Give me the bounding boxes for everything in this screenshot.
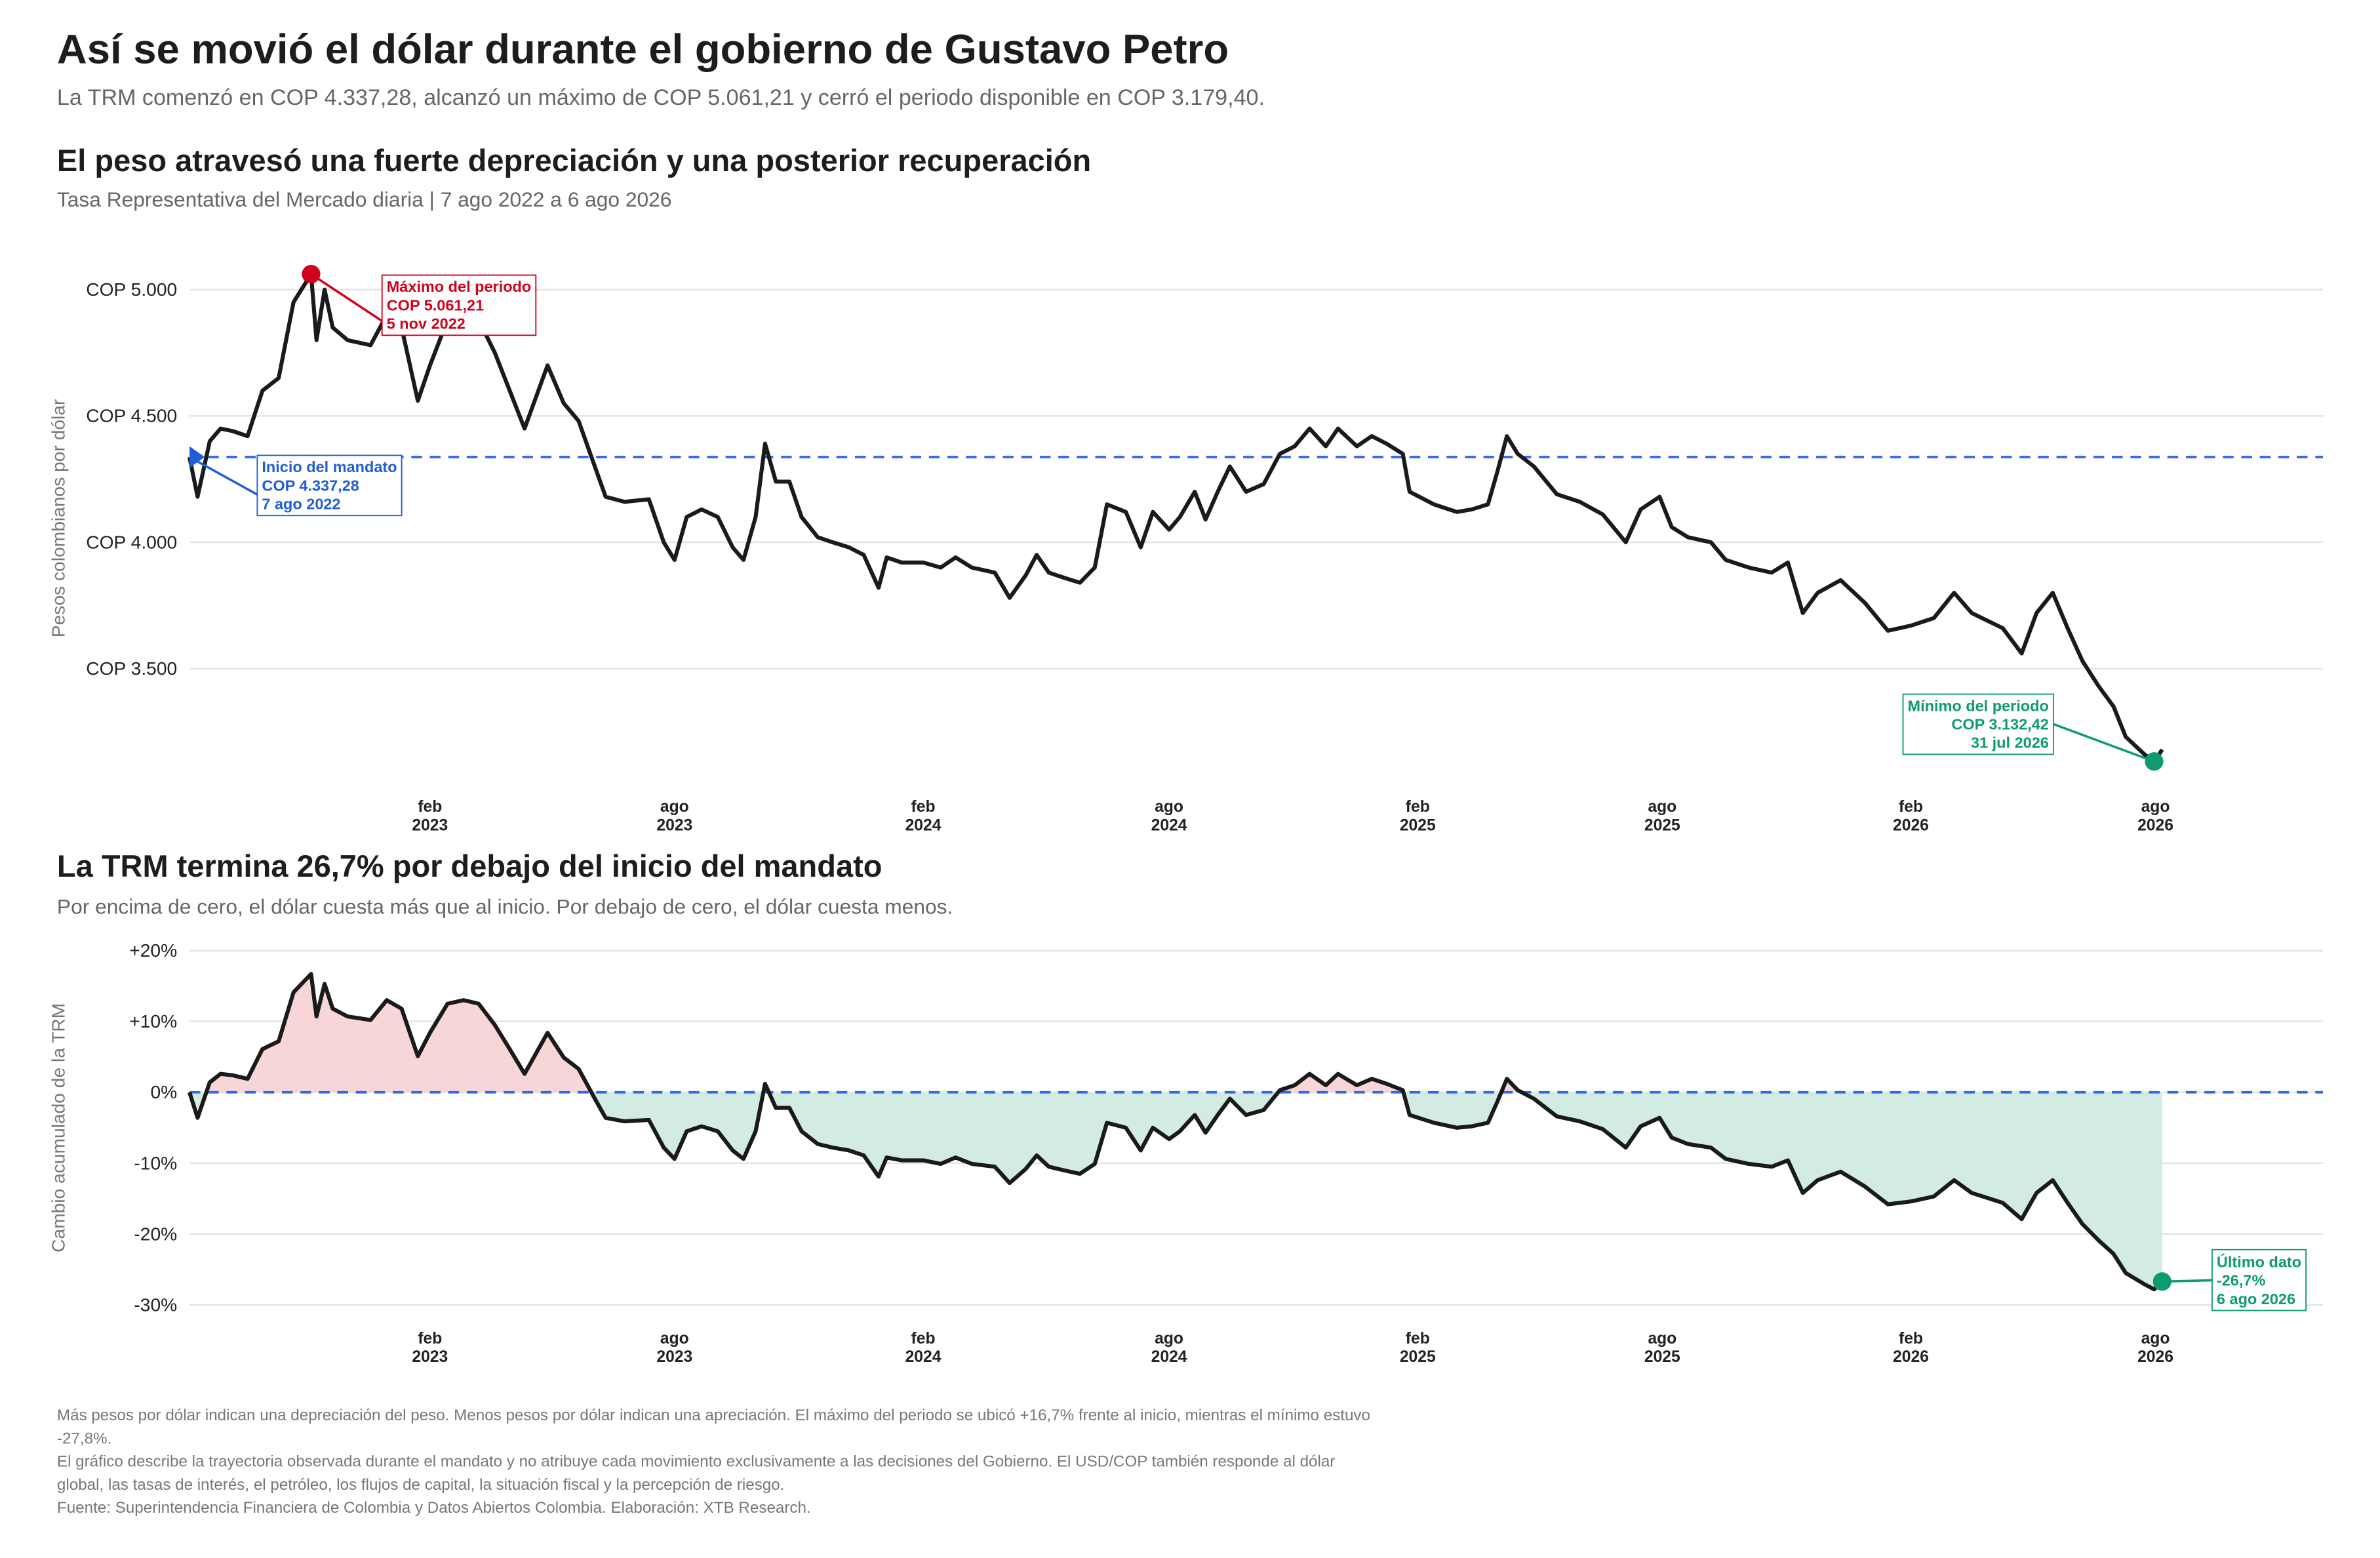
x-tick-label: ago: [2141, 1330, 2170, 1348]
x-tick-label: 2026: [1893, 1348, 1929, 1366]
annotation: Inicio del mandato COP 4.337,28 7 ago 2022: [256, 454, 403, 517]
x-tick-label: 2023: [412, 816, 448, 834]
annotation-marker: [189, 446, 205, 468]
x-tick-label: feb: [418, 1330, 442, 1348]
x-tick-label: 2025: [1644, 816, 1680, 834]
footnote: Más pesos por dólar indican una deprecia…: [56, 1408, 1370, 1448]
area-below: [189, 1092, 2162, 1290]
y-tick-label: +10%: [129, 1010, 177, 1031]
annotation-marker: [302, 264, 321, 284]
annotation: Último dato -26,7%6 ago 2026: [2211, 1248, 2307, 1311]
x-tick-label: ago: [1648, 1330, 1676, 1348]
annotation-box: [381, 274, 537, 336]
x-tick-label: 2026: [1893, 816, 1929, 834]
x-tick-label: ago: [1648, 798, 1676, 816]
y-axis-label: Pesos colombianos por dólar: [48, 399, 69, 638]
y-axis-label: Cambio acumulado de la TRM: [48, 1003, 69, 1252]
annotation-text: COP 5.061,21: [387, 296, 484, 313]
y-tick-label: COP 4.000: [86, 531, 177, 552]
annotation-connector: [189, 456, 258, 496]
annotation-box: [2211, 1248, 2307, 1311]
footnote: Fuente: Superintendencia Financiera de C…: [56, 1500, 811, 1518]
x-tick-label: ago: [660, 1330, 689, 1348]
annotation-connector: [2053, 723, 2155, 763]
x-tick-label: 2025: [1644, 1348, 1680, 1366]
y-tick-label: -30%: [134, 1294, 177, 1315]
x-tick-label: 2023: [656, 816, 692, 834]
y-tick-label: +20%: [129, 940, 177, 961]
x-tick-label: 2023: [656, 1348, 692, 1366]
series-line: [188, 972, 2164, 1292]
y-tick-label: COP 3.500: [86, 658, 177, 679]
annotation-box: [1902, 693, 2054, 755]
annotation-text: Máximo del periodo: [387, 278, 532, 295]
y-tick-label: COP 4.500: [86, 405, 177, 426]
annotation-text: 31 jul 2026: [1971, 734, 2049, 751]
x-tick-label: feb: [1899, 798, 1923, 816]
y-tick-label: -20%: [134, 1223, 177, 1244]
annotation-text: Último dato: [2217, 1252, 2301, 1270]
x-tick-label: 2025: [1400, 816, 1436, 834]
annotation-text: COP 4.337,28: [262, 477, 359, 494]
x-tick-label: 2026: [2137, 816, 2173, 834]
x-tick-label: feb: [911, 798, 936, 816]
x-tick-label: feb: [1406, 798, 1430, 816]
area-above: [189, 974, 2162, 1092]
chart-subtitle: Tasa Representativa del Mercado diaria |…: [56, 188, 672, 211]
chart-title: El peso atravesó una fuerte depreciación…: [56, 144, 1092, 179]
x-tick-label: feb: [1899, 1330, 1923, 1348]
annotation-text: -26,7%: [2217, 1272, 2266, 1289]
y-tick-label: -10%: [134, 1152, 177, 1173]
x-tick-label: feb: [1406, 1330, 1430, 1348]
annotation-connector: [310, 273, 384, 323]
page-title: Así se movió el dólar durante el gobiern…: [56, 26, 1229, 73]
annotation-marker: [2152, 1272, 2172, 1291]
x-tick-label: ago: [2141, 798, 2170, 816]
annotation-text: 5 nov 2022: [387, 315, 466, 332]
footnote: El gráfico describe la trayectoria obser…: [56, 1454, 1336, 1495]
annotation-text: 7 ago 2022: [262, 496, 340, 513]
x-tick-label: 2024: [1151, 1348, 1187, 1366]
x-tick-label: ago: [660, 798, 689, 816]
x-tick-label: feb: [911, 1330, 936, 1348]
annotation-box: [256, 454, 403, 517]
x-tick-label: feb: [418, 798, 442, 816]
x-tick-label: ago: [1155, 1330, 1183, 1348]
chart-title: La TRM termina 26,7% por debajo del inic…: [56, 850, 883, 885]
annotation-marker: [2145, 752, 2164, 771]
series-line: [187, 272, 2164, 764]
annotation-text: Inicio del mandato: [262, 458, 397, 475]
page-subtitle: La TRM comenzó en COP 4.337,28, alcanzó …: [56, 86, 1265, 111]
annotation-text: 6 ago 2026: [2217, 1290, 2295, 1308]
x-tick-label: 2024: [1151, 816, 1187, 834]
y-tick-label: 0%: [150, 1081, 177, 1102]
x-tick-label: 2026: [2137, 1348, 2173, 1366]
y-tick-label: COP 5.000: [86, 279, 177, 300]
x-tick-label: ago: [1155, 798, 1183, 816]
footnotes: Más pesos por dólar indican una deprecia…: [57, 1405, 1382, 1521]
x-tick-label: 2024: [905, 1348, 942, 1366]
x-tick-label: 2025: [1400, 1348, 1436, 1366]
chart-subtitle: Por encima de cero, el dólar cuesta más …: [56, 895, 953, 919]
annotation-text: COP 3.132,42: [1951, 715, 2048, 732]
x-tick-label: 2023: [412, 1348, 448, 1366]
annotation-text: Mínimo del periodo: [1908, 697, 2049, 714]
x-tick-label: 2024: [905, 816, 942, 834]
